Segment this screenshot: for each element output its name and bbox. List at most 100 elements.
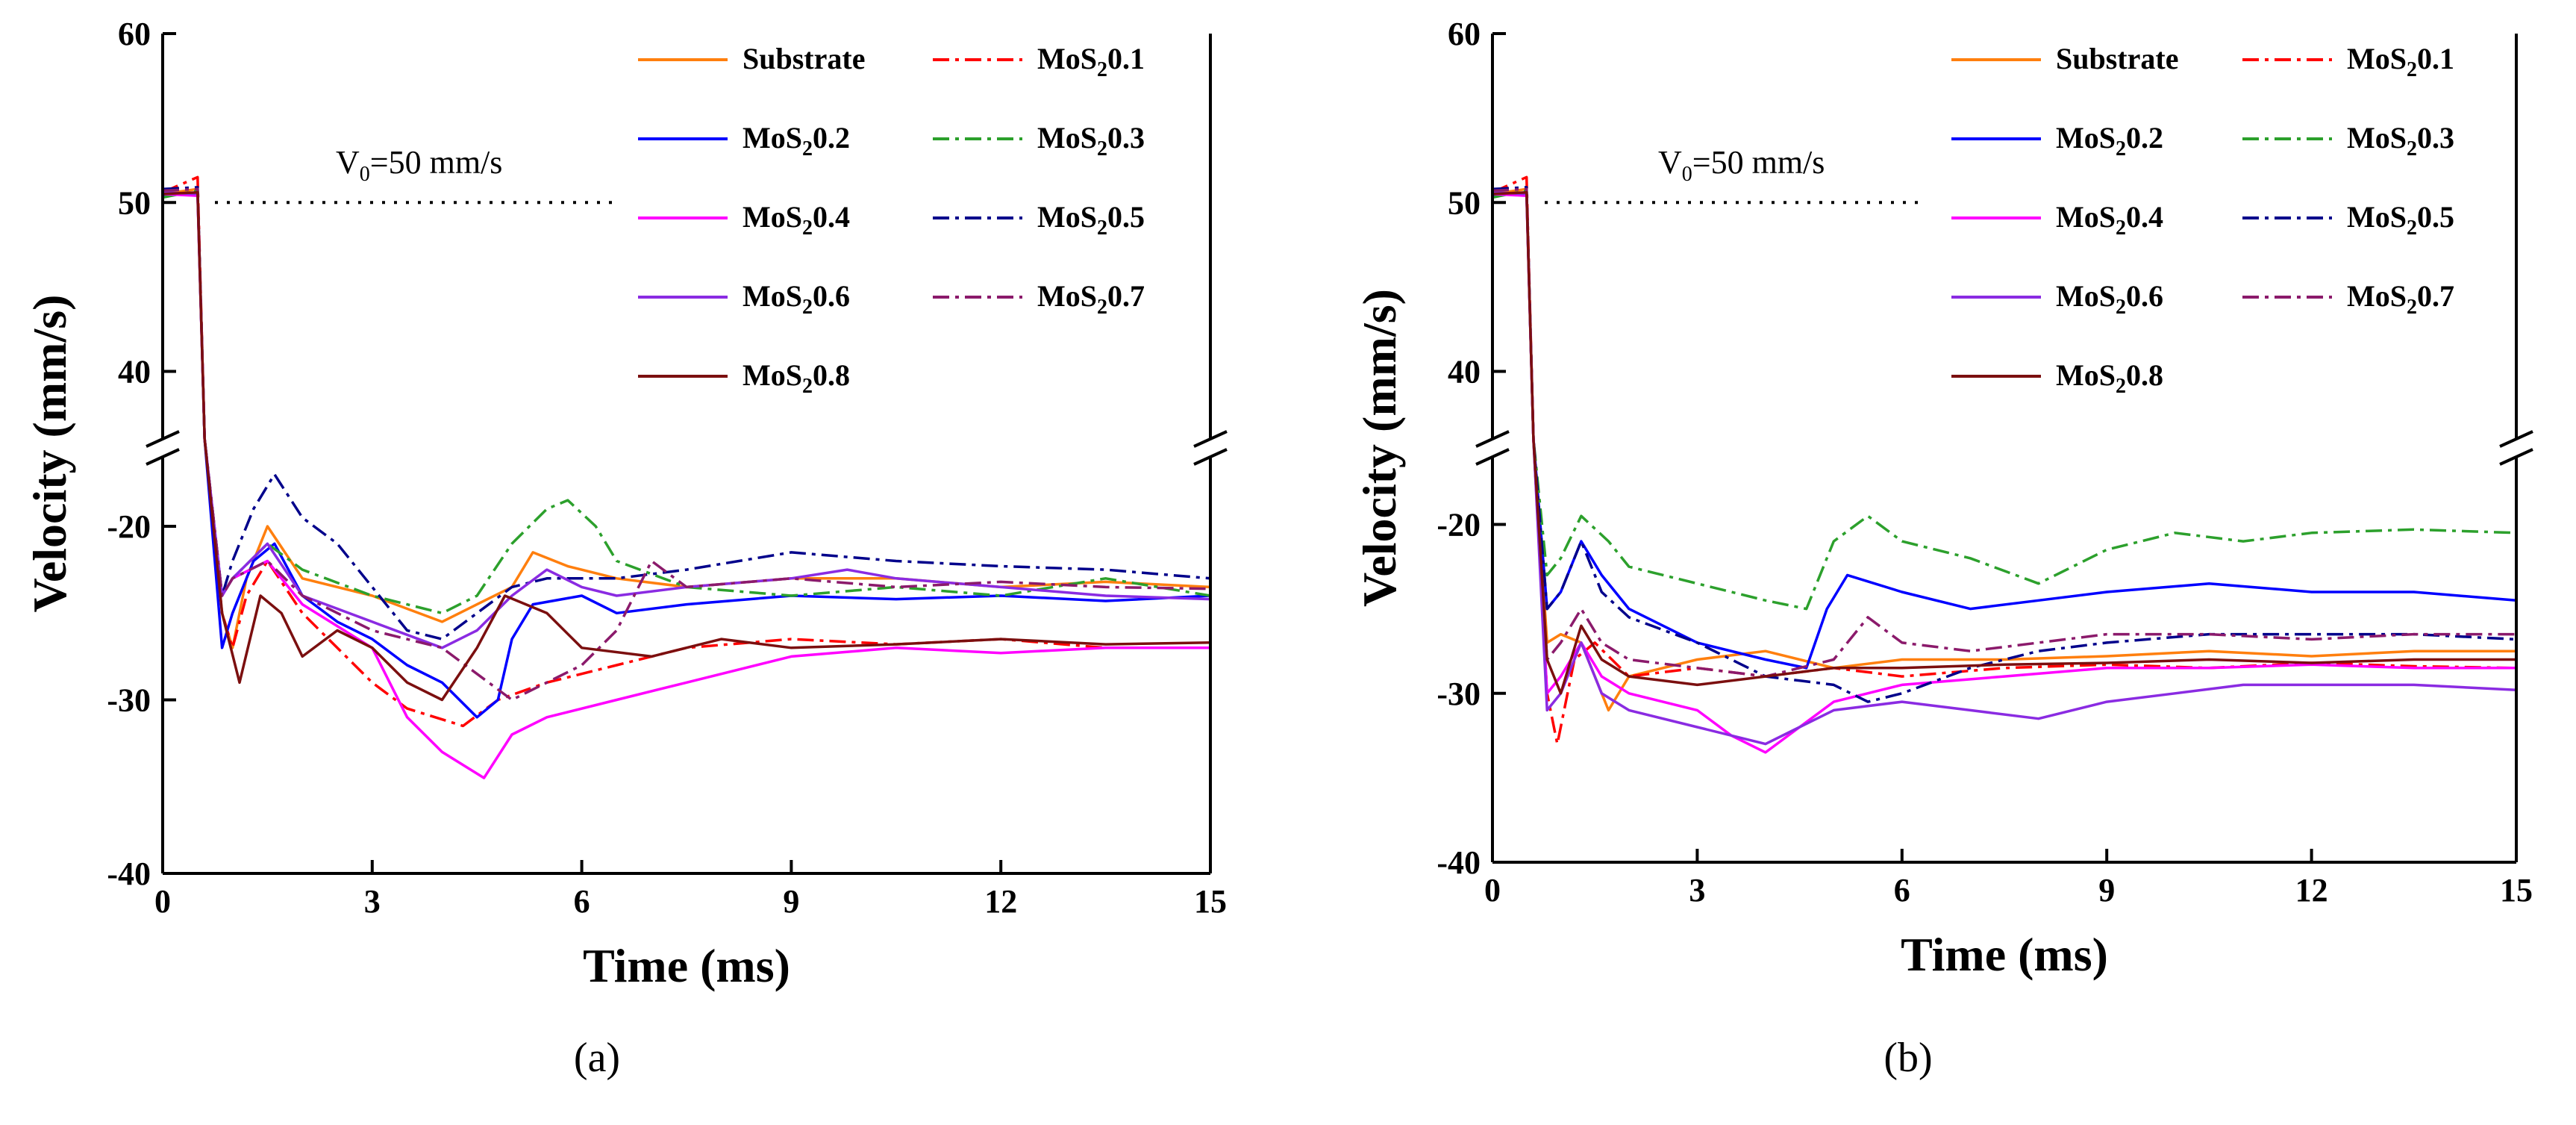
legend-label-sub: 2	[2407, 296, 2417, 319]
series-line-mos20-8	[1492, 190, 2516, 695]
axis-break-gap	[2498, 440, 2534, 455]
reference-label: V0=50 mm/s	[336, 144, 502, 186]
series-line-mos20-7	[1492, 187, 2516, 678]
legend-entry: MoS20.5	[2242, 200, 2454, 240]
axis-break-gap	[1192, 440, 1228, 455]
legend-label: MoS20.3	[2347, 121, 2454, 161]
legend-label-main: MoS	[2347, 279, 2407, 313]
series-line-mos20-4	[1492, 193, 2516, 754]
legend-label-main: MoS	[743, 200, 802, 234]
series-line-mos20-2	[162, 190, 1211, 719]
x-axis-title: Time (ms)	[583, 939, 790, 992]
x-tick-label: 12	[984, 883, 1017, 920]
legend-label: MoS20.3	[1037, 121, 1145, 161]
y-tick-label: -20	[1437, 507, 1481, 543]
y-tick-label: 50	[1448, 184, 1481, 221]
legend-label-main: MoS	[2056, 279, 2116, 313]
series-line-mos20-3	[162, 189, 1211, 615]
legend-label: MoS20.1	[2347, 42, 2454, 81]
axis-break-gap	[1475, 440, 1510, 455]
axes: 0 3 6 9 12 15 60 50 40 -20 -30 -40	[107, 16, 1228, 920]
legend-label-main: MoS	[2056, 200, 2116, 234]
legend-label: MoS20.2	[2056, 121, 2163, 161]
series-line-mos20-5	[162, 186, 1211, 641]
legend-label-rest: 0.2	[813, 121, 850, 155]
reference-label-sub: 0	[1682, 163, 1692, 186]
legend-entry: MoS20.6	[1951, 279, 2163, 319]
series-line-mos20-8	[162, 190, 1211, 702]
series-line-mos20-6	[1492, 190, 2517, 746]
legend-label-sub: 2	[2407, 58, 2417, 81]
legend-label-rest: 0.4	[813, 200, 850, 234]
reference-label-rest: =50 mm/s	[370, 144, 503, 181]
reference-label-sub: 0	[360, 163, 370, 186]
legend-label-rest: 0.1	[1107, 42, 1145, 75]
x-tick-label: 0	[154, 883, 171, 920]
legend-label-main: MoS	[2347, 42, 2407, 75]
legend-label-sub: 2	[2407, 216, 2417, 240]
legend-label-main: MoS	[743, 279, 802, 313]
legend-label-sub: 2	[1097, 137, 1107, 161]
legend-label-rest: 0.5	[2417, 200, 2454, 234]
panel-label: (b)	[1883, 1035, 1932, 1081]
y-tick-label: 40	[118, 354, 151, 390]
x-tick-label: 6	[1894, 872, 1910, 909]
legend-label: MoS20.4	[743, 200, 850, 240]
legend-label: MoS20.1	[1037, 42, 1145, 81]
legend-label-rest: 0.4	[2126, 200, 2163, 234]
legend-label-rest: 0.6	[2126, 279, 2163, 313]
legend-entry: MoS20.2	[1951, 121, 2163, 161]
x-tick-label: 15	[1194, 883, 1227, 920]
legend-label-rest: 0.8	[2126, 358, 2163, 392]
y-tick-label: -20	[107, 508, 151, 545]
legend-label-sub: 2	[1097, 58, 1107, 81]
legend-entry: MoS20.2	[638, 121, 850, 161]
legend-entry: MoS20.8	[1951, 358, 2163, 398]
axis-break-mark	[146, 448, 180, 466]
series-group	[162, 175, 1211, 779]
legend-entry: MoS20.7	[933, 279, 1145, 319]
legend-label-rest: 0.6	[813, 279, 850, 313]
legend-label: MoS20.8	[2056, 358, 2163, 398]
legend-label-main: MoS	[2347, 200, 2407, 234]
legend-entry: MoS20.3	[933, 121, 1145, 161]
x-tick-label: 12	[2295, 872, 2328, 909]
reference-label-main: V	[1658, 144, 1682, 181]
legend-label-sub: 2	[802, 296, 813, 319]
legend-label-main: MoS	[1037, 42, 1097, 75]
legend-entry: Substrate	[1951, 42, 2178, 75]
axis-break-mark	[146, 430, 180, 448]
axis-break-mark	[1475, 448, 1510, 466]
legend-entry: MoS20.8	[638, 358, 850, 398]
y-tick-label: -30	[107, 682, 151, 719]
x-tick-label: 3	[1689, 872, 1705, 909]
legend-label: MoS20.5	[1037, 200, 1145, 240]
y-tick-label: -30	[1437, 676, 1481, 712]
axes: 0 3 6 9 12 15 60 50 40 -20 -30 -40	[1437, 16, 2534, 909]
legend-entry: MoS20.3	[2242, 121, 2454, 161]
legend-label: MoS20.6	[743, 279, 850, 319]
legend-label-main: MoS	[1037, 121, 1097, 155]
y-axis-title: Velocity (mm/s)	[1353, 289, 1406, 607]
reference-label-rest: =50 mm/s	[1692, 144, 1825, 181]
legend-label-rest: 0.1	[2417, 42, 2454, 75]
legend-label-main: MoS	[743, 358, 802, 392]
legend-label: MoS20.7	[2347, 279, 2454, 319]
legend-label: MoS20.8	[743, 358, 850, 398]
legend-label-rest: 0.3	[2417, 121, 2454, 155]
reference-label-main: V	[336, 144, 360, 181]
legend-label-main: Substrate	[743, 42, 865, 75]
legend-label-sub: 2	[2116, 296, 2126, 319]
legend-label-main: Substrate	[2056, 42, 2178, 75]
x-tick-label: 6	[574, 883, 590, 920]
x-tick-label: 3	[364, 883, 381, 920]
legend-label-main: MoS	[1037, 200, 1097, 234]
legend-entry: Substrate	[638, 42, 865, 75]
legend-entry: MoS20.5	[933, 200, 1145, 240]
y-tick-label: 40	[1448, 354, 1481, 390]
axis-break-gap	[145, 440, 181, 455]
